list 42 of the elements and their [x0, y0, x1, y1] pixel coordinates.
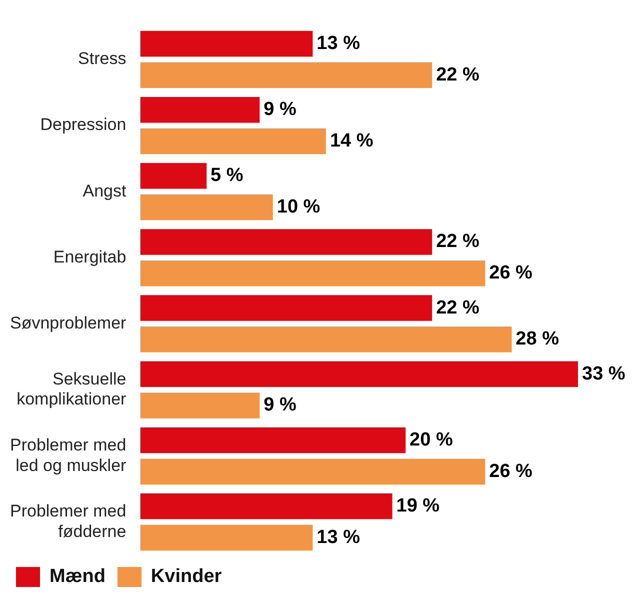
data-label: 26 %	[489, 262, 533, 284]
bar	[140, 326, 512, 352]
data-label: 9 %	[264, 394, 296, 416]
data-label: 5 %	[210, 165, 244, 186]
data-label: 26 %	[489, 460, 533, 482]
y-tick-label: Problemer med fødderne	[10, 501, 126, 541]
data-label: 13 %	[316, 32, 360, 54]
bar	[140, 458, 486, 484]
data-label: 9 %	[264, 99, 296, 120]
data-label: 19 %	[396, 496, 440, 517]
bar	[140, 427, 406, 454]
y-tick-label: Energitab	[53, 247, 126, 266]
bar	[140, 30, 313, 57]
bar	[140, 392, 260, 418]
data-label: 14 %	[330, 130, 374, 152]
data-label: 28 %	[516, 328, 560, 350]
data-label: 10 %	[276, 196, 320, 218]
y-tick-label: Seksuelle komplikationer	[16, 369, 127, 409]
bar	[140, 295, 432, 321]
bar	[140, 62, 432, 88]
bar	[140, 194, 273, 220]
bar	[140, 229, 432, 255]
y-tick-label: Angst	[82, 181, 126, 200]
y-tick-label: Stress	[78, 49, 126, 68]
data-label: 22 %	[436, 64, 480, 86]
bar	[140, 128, 326, 154]
data-label: 22 %	[436, 231, 480, 252]
bar	[140, 493, 392, 520]
data-label: 33 %	[582, 363, 626, 384]
data-label: 20 %	[410, 429, 453, 450]
data-label: 13 %	[316, 526, 360, 548]
legend-label: Kvinder	[150, 566, 222, 588]
legend-label: Mænd	[50, 566, 106, 588]
data-label: 22 %	[436, 297, 480, 318]
y-tick-label: Depression	[40, 115, 126, 134]
bar	[140, 163, 207, 189]
bar	[140, 96, 260, 123]
y-tick-label: Søvnproblemer	[10, 313, 127, 332]
bar	[140, 524, 313, 551]
bar	[140, 361, 578, 387]
bar	[140, 260, 486, 286]
y-tick-label: Problemer med led og muskler	[10, 435, 127, 475]
